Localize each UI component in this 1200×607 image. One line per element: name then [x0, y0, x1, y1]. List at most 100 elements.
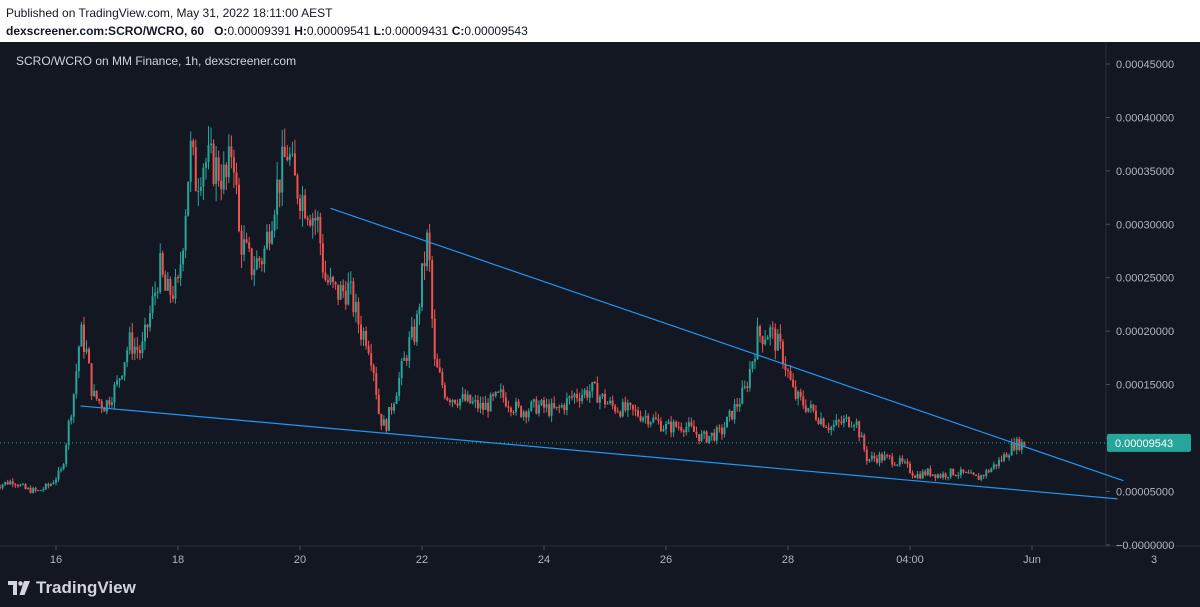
candle-body: [184, 215, 187, 251]
candle-body: [492, 394, 495, 397]
candle-body: [726, 416, 728, 428]
candle-body: [977, 476, 980, 480]
candle-body: [753, 359, 756, 362]
candle-body: [967, 472, 970, 474]
candle-body: [761, 336, 764, 345]
candle-body: [156, 292, 159, 294]
candle-body: [848, 417, 850, 427]
chart-title: SCRO/WCRO on MM Finance, 1h, dexscreener…: [16, 54, 297, 68]
candle-body: [319, 216, 322, 244]
candle-body: [131, 332, 134, 354]
candle-body: [225, 164, 228, 178]
candle-body: [459, 399, 462, 406]
candle-body: [654, 417, 657, 420]
candle-body: [596, 382, 599, 403]
candle-body: [403, 357, 406, 361]
candle-body: [906, 461, 909, 464]
candle-body: [637, 410, 640, 417]
candle-body: [324, 272, 327, 281]
top-header: Published on TradingView.com, May 31, 20…: [0, 0, 1200, 42]
close-label: C:: [451, 24, 465, 38]
candle-body: [682, 430, 685, 433]
candle-body: [118, 378, 121, 381]
candle-body: [997, 459, 1000, 467]
candle-body: [611, 400, 614, 406]
candle-body: [601, 393, 604, 397]
candle-body: [934, 474, 937, 478]
candle-body: [16, 485, 19, 487]
candle-body: [972, 472, 975, 475]
candle-body: [164, 274, 167, 291]
candle-body: [624, 401, 627, 411]
candle-body: [794, 386, 797, 399]
candle-body: [37, 490, 40, 492]
y-tick-label: 0.00040000: [1116, 112, 1174, 124]
candle-body: [141, 341, 144, 354]
y-tick-label: 0.00045000: [1116, 59, 1174, 71]
low-value: 0.00009431: [384, 24, 449, 38]
candle-body: [774, 328, 777, 351]
candle-body: [108, 400, 111, 405]
candle-body: [868, 459, 871, 461]
candle-body: [980, 475, 983, 480]
candle-body: [126, 350, 129, 363]
candle-body: [776, 333, 779, 351]
candle-body: [886, 455, 889, 457]
candle-body: [339, 285, 342, 300]
candle-body: [19, 484, 22, 487]
candle-body: [957, 475, 960, 477]
candle-body: [995, 464, 998, 467]
candle-body: [1023, 441, 1026, 446]
candle-body: [530, 401, 533, 411]
candle-body: [471, 401, 474, 404]
candle-body: [169, 278, 172, 296]
candle-body: [456, 403, 459, 406]
candle-body: [192, 140, 195, 148]
candle-body: [110, 402, 113, 405]
candle-body: [357, 302, 360, 325]
candle-body: [85, 348, 88, 352]
candle-body: [27, 487, 30, 489]
candle-body: [629, 402, 632, 405]
candle-body: [342, 285, 345, 291]
candle-body: [65, 445, 68, 465]
candle-body: [380, 413, 383, 426]
candle-body: [919, 474, 922, 479]
candle-body: [194, 147, 197, 192]
candle-body: [299, 198, 301, 211]
candle-body: [90, 363, 93, 396]
candle-body: [187, 181, 190, 216]
candle-body: [830, 426, 833, 431]
chart-area[interactable]: 0.00045000 0.00040000 0.00035000 0.00030000…: [0, 42, 1200, 607]
candle-body: [352, 281, 355, 313]
candle-body: [166, 278, 169, 291]
candle-body: [332, 277, 335, 283]
candle-body: [621, 401, 624, 417]
candle-body: [804, 405, 807, 412]
candle-body: [151, 296, 154, 314]
candle-body: [418, 307, 421, 315]
candle-body: [415, 314, 418, 343]
candle-body: [881, 454, 884, 461]
candle-body: [1003, 454, 1006, 461]
candle-body: [204, 162, 207, 168]
candle-body: [93, 390, 96, 396]
candle-body: [708, 435, 711, 443]
candle-body: [560, 405, 563, 408]
candle-body: [128, 332, 131, 351]
candle-body: [4, 481, 7, 485]
candle-body: [525, 411, 528, 418]
candle-body: [159, 253, 162, 293]
candle-body: [959, 469, 962, 476]
y-tick-label: 0.00030000: [1116, 219, 1174, 231]
tradingview-logo[interactable]: TradingView: [8, 578, 136, 598]
candle-body: [675, 421, 678, 427]
candle-body: [202, 167, 205, 187]
candle-body: [695, 431, 698, 435]
price-chart[interactable]: 0.00045000 0.00040000 0.00035000 0.00030000…: [0, 42, 1200, 607]
candle-body: [334, 282, 337, 285]
candle-body: [736, 404, 739, 407]
candle-body: [70, 416, 73, 421]
candle-body: [161, 253, 164, 275]
candle-body: [367, 345, 370, 354]
